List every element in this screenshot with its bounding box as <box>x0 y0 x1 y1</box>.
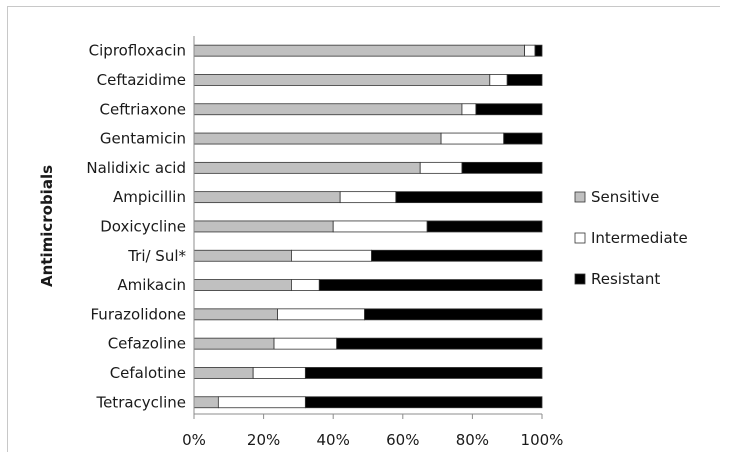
category-label: Amikacin <box>117 276 186 294</box>
plot-area: Ciprofloxacin Ceftazidime Ceftriaxone Genta… <box>86 36 563 449</box>
bar-resistant-4 <box>461 161 543 174</box>
bar-intermediate-0 <box>524 44 536 57</box>
bar-intermediate-12 <box>217 396 306 409</box>
bar-intermediate-6 <box>332 220 428 233</box>
bar-resistant-9 <box>364 308 543 321</box>
category-label: Ceftriaxone <box>100 100 186 118</box>
bar-sensitive-11 <box>193 367 254 379</box>
bar-intermediate-4 <box>419 161 463 174</box>
bar-intermediate-1 <box>489 74 508 86</box>
bar-resistant-5 <box>395 191 543 204</box>
x-tick-label: 20% <box>247 431 280 449</box>
category-label: Ciprofloxacin <box>89 42 186 60</box>
legend-label-resistant: Resistant <box>591 270 660 288</box>
bar-sensitive-6 <box>193 220 334 233</box>
category-label: Ampicillin <box>113 188 186 206</box>
category-label: Gentamicin <box>100 130 186 148</box>
legend-swatch-sensitive <box>574 191 586 203</box>
legend-label-sensitive: Sensitive <box>591 188 659 206</box>
bar-sensitive-8 <box>193 279 292 291</box>
bar-intermediate-3 <box>440 132 505 145</box>
legend-swatch-intermediate <box>574 232 586 244</box>
bar-resistant-1 <box>506 74 543 86</box>
bar-sensitive-10 <box>193 337 275 350</box>
category-label: Cefalotine <box>110 364 186 382</box>
x-tick-label: 60% <box>386 431 419 449</box>
chart-frame <box>7 6 720 452</box>
bar-sensitive-7 <box>193 249 292 262</box>
category-label: Tri/ Sul* <box>127 247 186 265</box>
bar-intermediate-8 <box>291 279 320 291</box>
category-label: Tetracycline <box>95 393 186 411</box>
bar-sensitive-3 <box>193 132 442 145</box>
bar-sensitive-4 <box>193 161 421 174</box>
bar-sensitive-2 <box>193 103 463 116</box>
category-label: Cefazoline <box>108 335 186 353</box>
x-tick-label: 100% <box>521 431 564 449</box>
x-tick-label: 0% <box>182 431 206 449</box>
category-label: Doxicycline <box>100 217 186 235</box>
bar-intermediate-5 <box>339 191 397 204</box>
bar-sensitive-12 <box>193 396 219 409</box>
bar-resistant-3 <box>503 132 543 145</box>
x-tick-label: 40% <box>317 431 350 449</box>
bar-resistant-10 <box>336 337 543 350</box>
x-tick-label: 80% <box>456 431 489 449</box>
bar-intermediate-2 <box>461 103 477 116</box>
bar-resistant-12 <box>304 396 543 409</box>
bar-resistant-11 <box>304 367 543 379</box>
category-label: Ceftazidime <box>97 71 186 89</box>
category-label: Furazolidone <box>91 305 187 323</box>
bar-resistant-0 <box>534 44 543 57</box>
legend-swatch-resistant <box>574 273 586 285</box>
bar-resistant-8 <box>318 279 543 291</box>
bar-sensitive-5 <box>193 191 341 204</box>
bar-resistant-2 <box>475 103 543 116</box>
bar-resistant-7 <box>371 249 543 262</box>
bar-intermediate-7 <box>291 249 372 262</box>
category-label: Nalidixic acid <box>86 159 186 177</box>
bar-sensitive-1 <box>193 74 491 86</box>
bar-intermediate-10 <box>273 337 338 350</box>
bar-resistant-6 <box>426 220 543 233</box>
bar-intermediate-11 <box>252 367 306 379</box>
y-axis-title: Antimicrobials <box>38 165 56 287</box>
bar-intermediate-9 <box>277 308 365 321</box>
legend: Sensitive Intermediate Resistant <box>574 188 688 288</box>
bar-sensitive-0 <box>193 44 526 57</box>
legend-label-intermediate: Intermediate <box>591 229 688 247</box>
bar-sensitive-9 <box>193 308 278 321</box>
